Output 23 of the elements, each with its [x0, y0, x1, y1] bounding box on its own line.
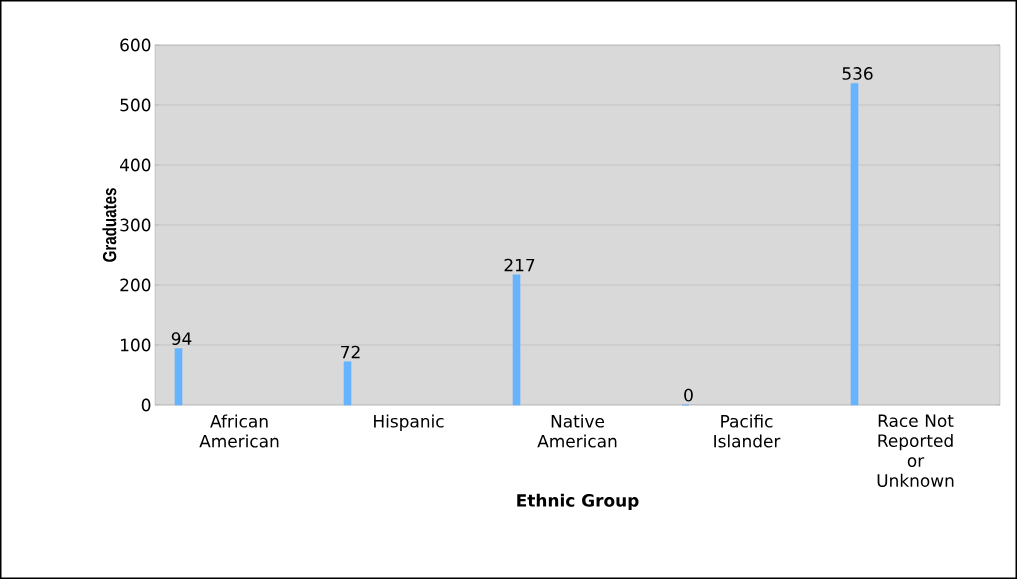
bar — [850, 83, 859, 406]
bar — [174, 348, 183, 406]
y-tick-label: 600 — [120, 38, 151, 52]
data-label: 0 — [684, 388, 693, 402]
data-label: 94 — [171, 332, 192, 346]
data-label: 217 — [504, 258, 535, 272]
y-tick-label: 200 — [120, 278, 151, 292]
y-tick-label: 100 — [121, 338, 151, 352]
bar — [343, 361, 352, 406]
x-tick-label: Hispanic — [374, 414, 444, 431]
data-label: 536 — [842, 67, 873, 80]
y-tick-label: 500 — [120, 98, 151, 112]
y-tick-label: 300 — [120, 218, 151, 232]
y-tick-label: 0 — [141, 398, 151, 412]
y-tick-label: 400 — [119, 158, 151, 172]
x-tick-label: Pacific Islander — [714, 414, 781, 448]
y-axis-title: Graduates — [102, 188, 117, 262]
x-axis-title: Ethnic Group — [517, 493, 639, 511]
x-tick-label: Native American — [537, 414, 617, 448]
x-tick-label: African American — [199, 414, 279, 448]
x-tick-label: Race Not Reported or Unknown — [877, 414, 954, 487]
bar — [512, 274, 521, 406]
data-label: 72 — [341, 345, 360, 359]
